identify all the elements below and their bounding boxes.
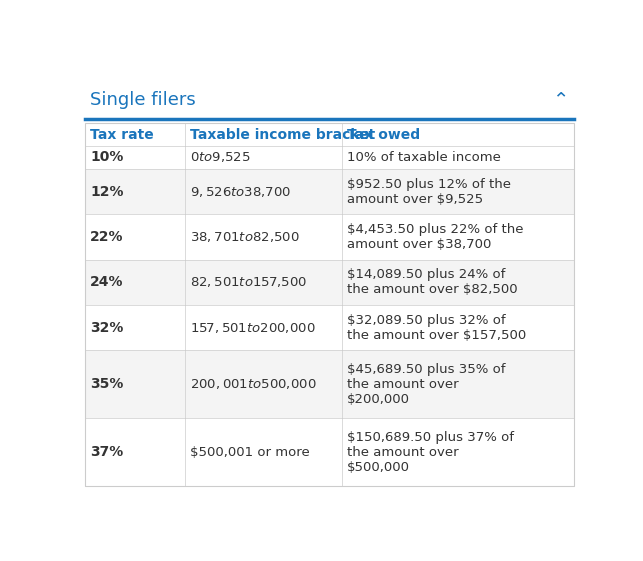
Text: Single filers: Single filers [90,91,196,109]
Text: $82,501 to $157,500: $82,501 to $157,500 [190,275,307,289]
Text: 10%: 10% [90,150,123,164]
Text: $157,501 to $200,000: $157,501 to $200,000 [190,320,316,334]
Text: Taxable income bracket: Taxable income bracket [190,128,376,142]
Text: $150,689.50 plus 37% of
the amount over
$500,000: $150,689.50 plus 37% of the amount over … [347,431,514,474]
Text: $9,526 to $38,700: $9,526 to $38,700 [190,185,291,199]
Text: $38,701 to $82,500: $38,701 to $82,500 [190,230,300,244]
Text: 22%: 22% [90,230,124,244]
Text: $0 to $9,525: $0 to $9,525 [190,150,251,164]
Text: Tax owed: Tax owed [347,128,420,142]
Bar [86,260,574,305]
Text: 35%: 35% [90,378,123,391]
Bar [86,146,574,169]
Text: $45,689.50 plus 35% of
the amount over
$200,000: $45,689.50 plus 35% of the amount over $… [347,363,505,406]
Text: 10% of taxable income: 10% of taxable income [347,151,501,164]
Text: Tax rate: Tax rate [90,128,154,142]
Text: $200,001 to $500,000: $200,001 to $500,000 [190,378,316,391]
Text: 37%: 37% [90,445,123,459]
Bar [86,123,574,486]
Bar [86,169,574,214]
Text: $32,089.50 plus 32% of
the amount over $157,500: $32,089.50 plus 32% of the amount over $… [347,314,526,342]
Text: $14,089.50 plus 24% of
the amount over $82,500: $14,089.50 plus 24% of the amount over $… [347,268,518,296]
Text: $500,001 or more: $500,001 or more [190,446,310,459]
Bar [86,419,574,486]
Bar [86,350,574,419]
Text: 24%: 24% [90,275,124,289]
Text: ⌃: ⌃ [552,90,569,109]
Bar [86,305,574,350]
Bar [86,123,574,146]
Text: $4,453.50 plus 22% of the
amount over $38,700: $4,453.50 plus 22% of the amount over $3… [347,223,523,251]
Text: $952.50 plus 12% of the
amount over $9,525: $952.50 plus 12% of the amount over $9,5… [347,177,511,205]
Text: 32%: 32% [90,320,123,334]
Bar [86,214,574,260]
Text: 12%: 12% [90,185,124,199]
